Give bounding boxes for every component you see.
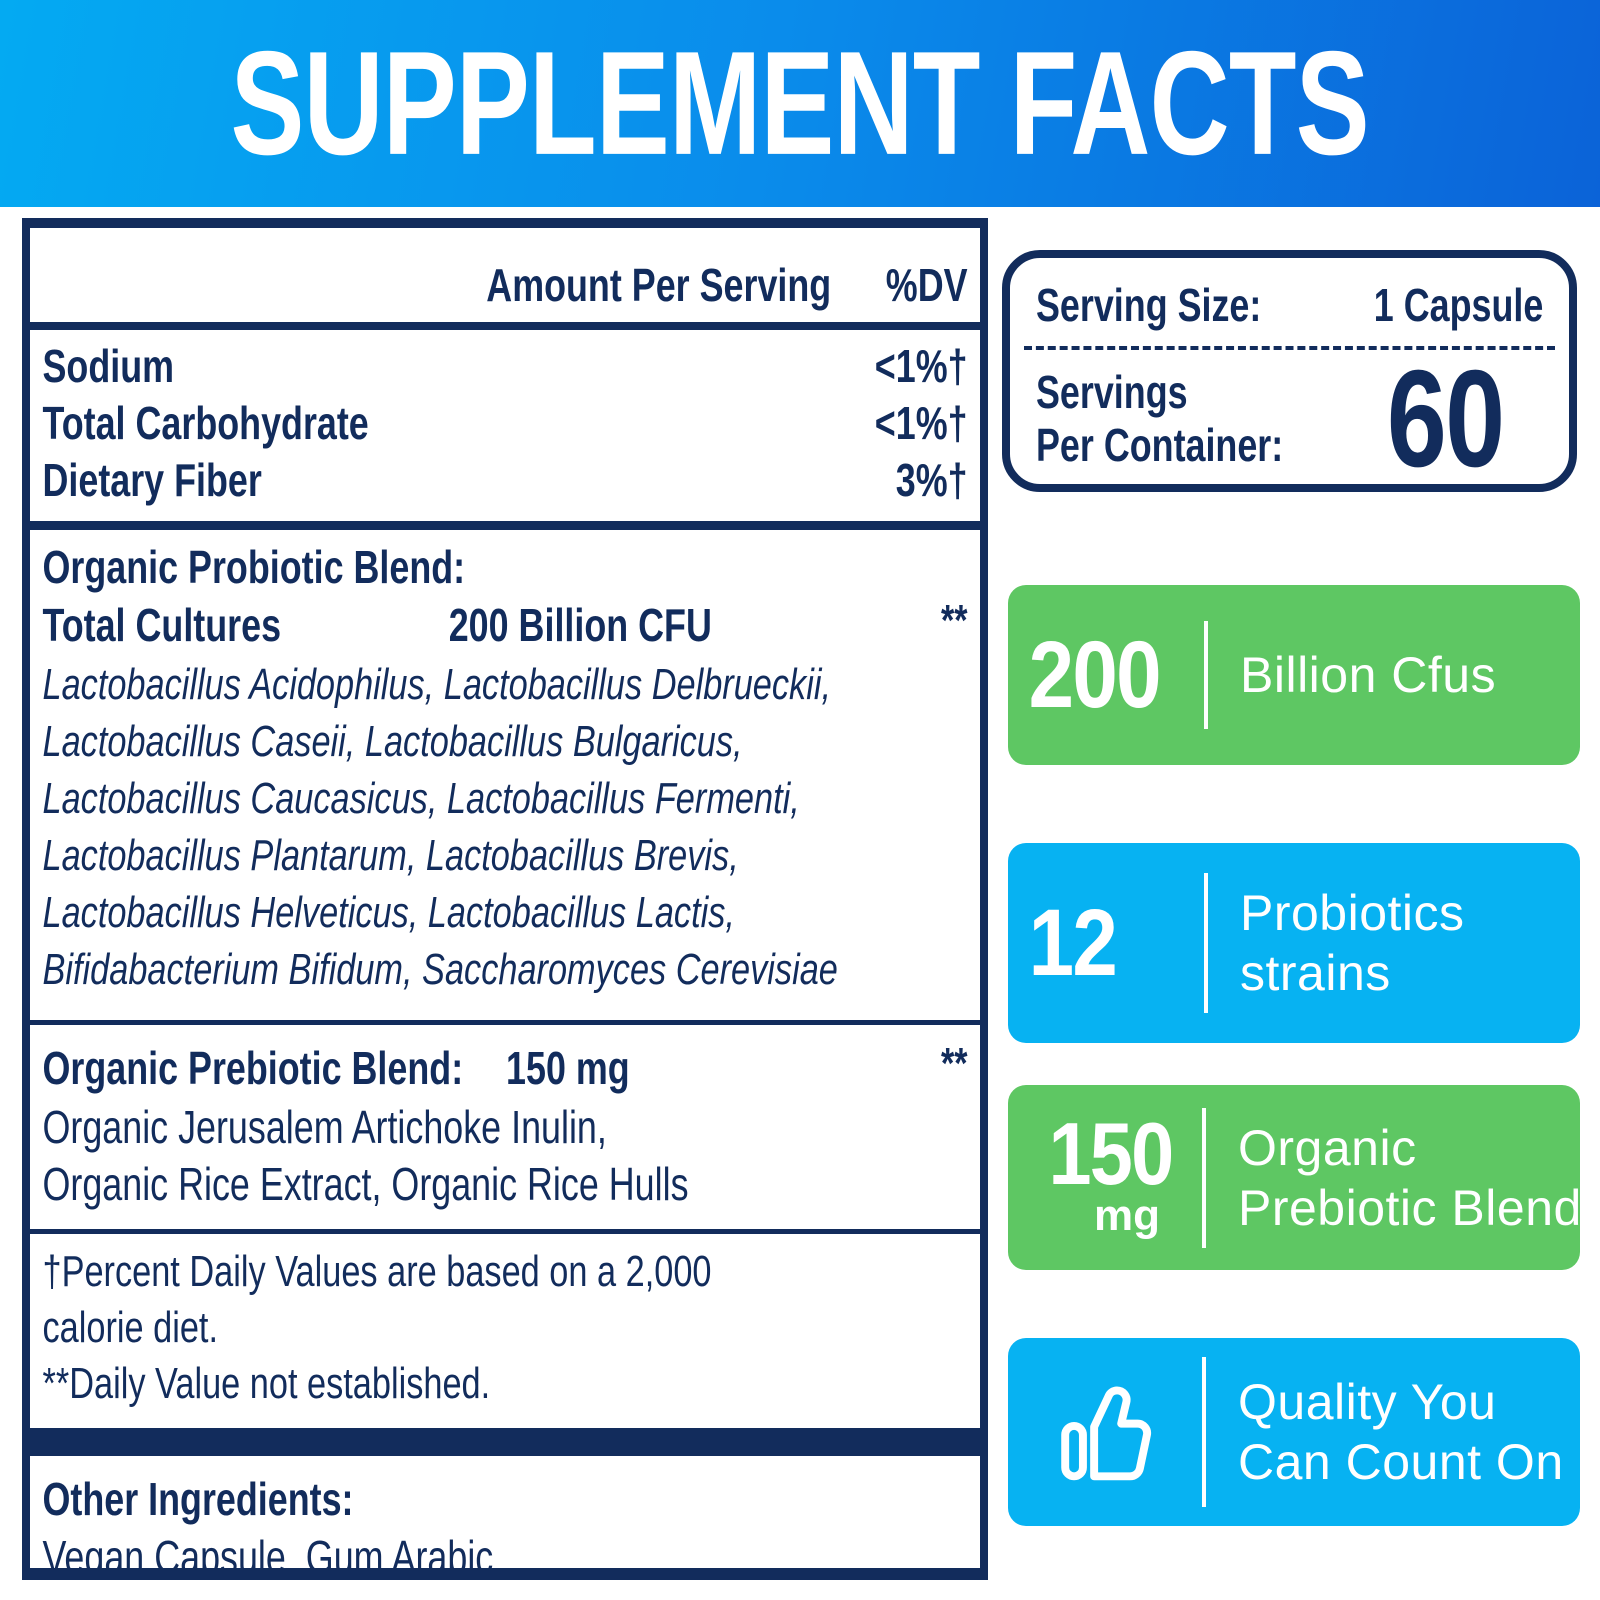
prebiotic-blend-heading: Organic Prebiotic Blend: xyxy=(42,1042,464,1094)
table-row: Total Carbohydrate <1%† xyxy=(30,395,980,452)
divider xyxy=(30,322,980,330)
nutrient-name: Total Carbohydrate xyxy=(42,397,369,449)
serving-size-value: 1 Capsule xyxy=(1373,279,1543,331)
header-banner: SUPPLEMENT FACTS xyxy=(0,0,1600,207)
serving-size-row: Serving Size: 1 Capsule xyxy=(1036,270,1543,332)
column-header-dv: %DV xyxy=(885,259,968,311)
strain-line: Lactobacillus Plantarum, Lactobacillus B… xyxy=(42,831,739,880)
prebiotic-blend-dv: ** xyxy=(941,1039,968,1088)
badge-label: Probiotics strains xyxy=(1240,885,1465,1001)
table-row: Sodium <1%† xyxy=(30,338,980,395)
strain-line: Bifidabacterium Bifidum, Saccharomyces C… xyxy=(42,945,838,994)
facts-column-headers: Amount Per Serving %DV xyxy=(30,228,980,322)
probiotic-blend-heading: Organic Probiotic Blend: xyxy=(42,541,466,593)
badge-label: Organic Prebiotic Blend xyxy=(1238,1119,1582,1236)
nutrient-rows: Sodium <1%† Total Carbohydrate <1%† Diet… xyxy=(30,330,980,521)
divider-thick xyxy=(30,1428,980,1456)
badge-value: 200 xyxy=(1028,621,1162,728)
footnote-line: calorie diet. xyxy=(42,1303,218,1352)
other-ingredients-heading: Other Ingredients: xyxy=(42,1473,354,1525)
prebiotic-ingredient-line: Organic Jerusalem Artichoke Inulin, xyxy=(42,1101,607,1153)
total-cultures-dv: ** xyxy=(941,596,968,645)
servings-per-container-value: 60 xyxy=(1386,342,1504,496)
prebiotic-blend-amount: 150 mg xyxy=(506,1042,630,1094)
strain-list: Lactobacillus Acidophilus, Lactobacillus… xyxy=(30,656,980,1020)
badge-divider xyxy=(1204,621,1208,729)
facts-panel-content: Amount Per Serving %DV Sodium <1%† Total… xyxy=(30,228,980,1580)
badge-value: 150 mg xyxy=(1048,1104,1174,1240)
strain-line: Lactobacillus Caseii, Lactobacillus Bulg… xyxy=(42,717,743,766)
badge-divider xyxy=(1204,873,1208,1013)
badge-label: Quality You Can Count On xyxy=(1238,1374,1564,1490)
nutrient-name: Dietary Fiber xyxy=(42,454,262,506)
badge-billion-cfus: 200 Billion Cfus xyxy=(1008,585,1580,765)
divider xyxy=(30,521,980,530)
divider xyxy=(30,1229,980,1234)
column-header-amount: Amount Per Serving xyxy=(486,259,832,311)
badge-divider xyxy=(1202,1107,1206,1248)
prebiotic-ingredient-line: Organic Rice Extract, Organic Rice Hulls xyxy=(42,1158,689,1210)
badge-label: Billion Cfus xyxy=(1240,647,1497,703)
nutrient-dv: <1%† xyxy=(874,340,968,392)
nutrient-dv: <1%† xyxy=(874,397,968,449)
total-cultures-label: Total Cultures xyxy=(42,599,282,651)
strain-line: Lactobacillus Acidophilus, Lactobacillus… xyxy=(42,660,831,709)
servings-per-container-row: Servings Per Container: 60 xyxy=(1036,350,1543,488)
badge-unit: mg xyxy=(1094,1190,1160,1240)
strain-line: Lactobacillus Caucasicus, Lactobacillus … xyxy=(42,774,800,823)
total-cultures-row: Total Cultures 200 Billion CFU ** xyxy=(30,596,980,656)
badge-quality: Quality You Can Count On xyxy=(1008,1338,1580,1526)
badge-probiotic-strains: 12 Probiotics strains xyxy=(1008,843,1580,1043)
table-row: Dietary Fiber 3%† xyxy=(30,452,980,509)
serving-size-label: Serving Size: xyxy=(1036,279,1262,331)
facts-panel: Amount Per Serving %DV Sodium <1%† Total… xyxy=(22,218,988,1580)
nutrient-name: Sodium xyxy=(42,340,175,392)
prebiotic-blend-row: Organic Prebiotic Blend: 150 mg ** xyxy=(30,1039,980,1099)
nutrient-dv: 3%† xyxy=(895,454,968,506)
other-ingredients-text: Vegan Capsule, Gum Arabic. xyxy=(42,1531,504,1580)
footnote-line: **Daily Value not established. xyxy=(42,1359,491,1408)
badge-divider xyxy=(1202,1357,1206,1507)
strain-line: Lactobacillus Helveticus, Lactobacillus … xyxy=(42,888,735,937)
page-title: SUPPLEMENT FACTS xyxy=(230,20,1370,186)
footnote-line: †Percent Daily Values are based on a 2,0… xyxy=(42,1247,712,1296)
badge-prebiotic-blend: 150 mg Organic Prebiotic Blend xyxy=(1008,1085,1582,1270)
serving-size-box: Serving Size: 1 Capsule Servings Per Con… xyxy=(1002,250,1577,492)
divider xyxy=(30,1020,980,1025)
total-cultures-amount: 200 Billion CFU xyxy=(448,599,712,651)
prebiotic-ingredients: Organic Jerusalem Artichoke Inulin, Orga… xyxy=(30,1099,980,1229)
thumbs-up-icon xyxy=(1008,1373,1190,1491)
badge-value: 12 xyxy=(1028,889,1118,996)
servings-per-container-label: Servings Per Container: xyxy=(1036,366,1284,471)
footnotes: †Percent Daily Values are based on a 2,0… xyxy=(30,1234,980,1428)
dashed-divider xyxy=(1024,346,1555,350)
